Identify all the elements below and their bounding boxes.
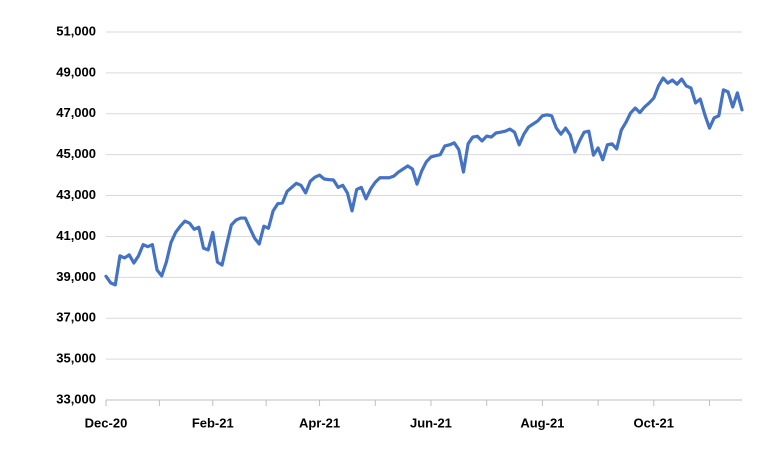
data-line — [104, 76, 744, 287]
y-tick-label: 37,000 — [56, 310, 96, 325]
x-tick-label: Oct-21 — [634, 415, 674, 430]
x-tick-label: Dec-20 — [85, 415, 128, 430]
y-tick-label: 33,000 — [56, 391, 96, 406]
y-tick-label: 47,000 — [56, 105, 96, 120]
x-tick-label: Feb-21 — [192, 415, 234, 430]
x-tick-label: Jun-21 — [410, 415, 452, 430]
y-tick-label: 39,000 — [56, 269, 96, 284]
y-tick-label: 49,000 — [56, 64, 96, 79]
y-tick-label: 35,000 — [56, 351, 96, 366]
y-tick-label: 43,000 — [56, 187, 96, 202]
y-tick-label: 45,000 — [56, 146, 96, 161]
x-tick-label: Apr-21 — [299, 415, 340, 430]
y-tick-label: 51,000 — [56, 23, 96, 38]
y-tick-label: 41,000 — [56, 228, 96, 243]
x-tick-label: Aug-21 — [520, 415, 564, 430]
